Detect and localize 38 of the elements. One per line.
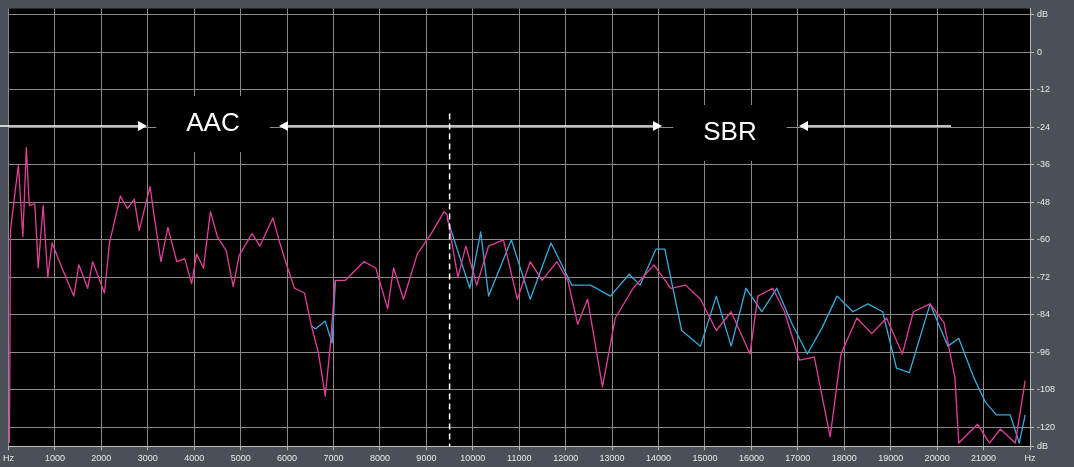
y-tick-label: -108: [1037, 384, 1056, 395]
x-tick-label: 11000: [507, 453, 532, 464]
x-tick-label: 6000: [277, 453, 298, 464]
y-tick-label: dB: [1037, 440, 1049, 451]
x-tick-label: 17000: [785, 453, 811, 464]
x-tick-label: 16000: [738, 453, 764, 464]
x-tick-label: 18000: [831, 453, 857, 464]
x-tick-label: 10000: [460, 453, 486, 464]
y-tick-label: -48: [1037, 196, 1051, 207]
annotation: SBR: [703, 116, 757, 147]
x-tick-label: 4000: [184, 453, 205, 464]
x-tick-label: Hz: [3, 453, 15, 464]
y-tick-label: 0: [1037, 46, 1043, 57]
x-tick-label: 8000: [369, 453, 390, 464]
x-tick-label: 15000: [692, 453, 718, 464]
y-tick-label: -24: [1037, 121, 1051, 132]
x-tick-label: 19000: [878, 453, 904, 464]
x-tick-label: Hz: [1024, 453, 1036, 464]
x-tick-label: 1000: [44, 453, 65, 464]
y-tick-label: -120: [1037, 421, 1056, 432]
y-tick-label: -72: [1037, 271, 1051, 282]
x-tick-label: 13000: [599, 453, 625, 464]
x-tick-label: 14000: [646, 453, 672, 464]
x-tick-label: 20000: [924, 453, 950, 464]
x-tick-label: 9000: [416, 453, 437, 464]
y-tick-label: -96: [1037, 346, 1051, 357]
x-tick-label: 2000: [91, 453, 112, 464]
y-tick-label: -12: [1037, 84, 1051, 95]
x-tick-label: 21000: [971, 453, 997, 464]
annotation: AAC: [186, 107, 240, 138]
y-tick-label: dB: [1037, 9, 1049, 20]
x-tick-label: 7000: [323, 453, 344, 464]
x-tick-label: 12000: [553, 453, 579, 464]
x-tick-label: 3000: [137, 453, 158, 464]
y-tick-label: -60: [1037, 234, 1051, 245]
y-tick-label: -84: [1037, 309, 1051, 320]
y-tick-label: -36: [1037, 159, 1051, 170]
x-tick-label: 5000: [230, 453, 251, 464]
